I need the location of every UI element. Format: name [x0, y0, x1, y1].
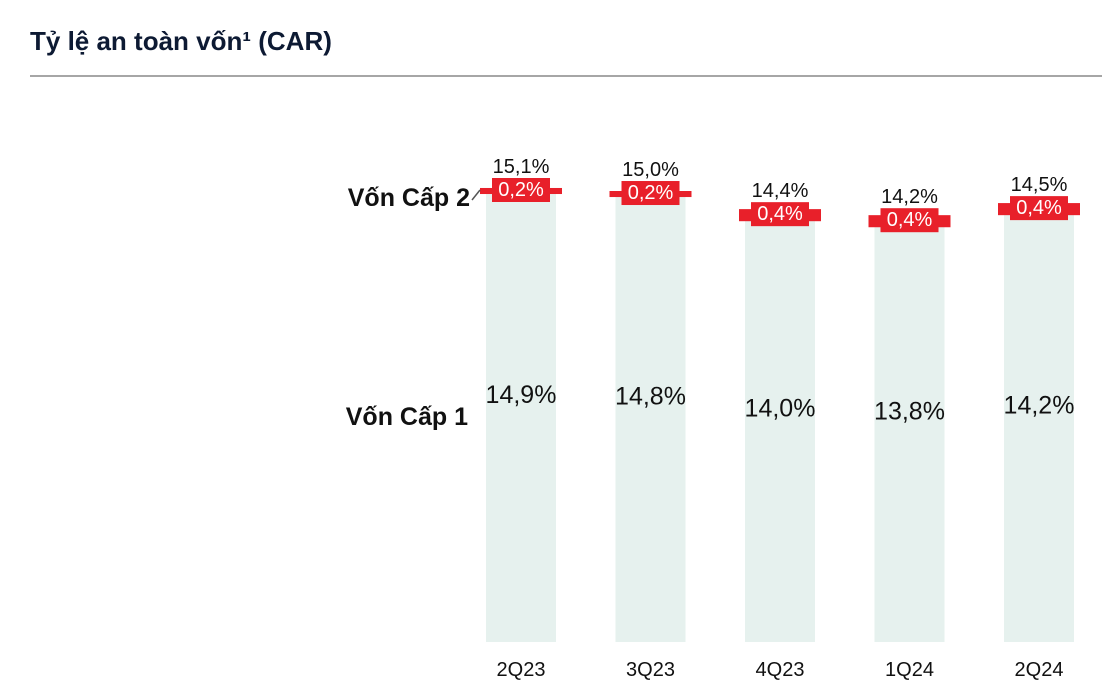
tier2-label-box-1Q24 — [880, 208, 939, 233]
tier2-value-label-4Q23: 0,4% — [757, 203, 803, 225]
tier1-value-label-2Q23: 14,9% — [486, 381, 557, 409]
total-value-label-4Q23: 14,4% — [752, 180, 809, 202]
bar-tier1-3Q23 — [615, 195, 686, 643]
bar-tier1-2Q23 — [486, 192, 556, 642]
tier1-value-label-3Q23: 14,8% — [615, 383, 686, 411]
total-value-label-2Q24: 14,5% — [1011, 174, 1068, 196]
total-value-label-2Q23: 15,1% — [493, 156, 550, 178]
bar-tier1-1Q24 — [874, 225, 945, 643]
tier2-label-box-2Q23 — [492, 178, 550, 202]
category-label-1Q24: 1Q24 — [885, 659, 934, 681]
tier2-label-box-2Q24 — [1010, 196, 1068, 221]
tier1-value-label-4Q23: 14,0% — [745, 395, 816, 423]
tier2-value-label-1Q24: 0,4% — [887, 209, 933, 231]
category-label-4Q23: 4Q23 — [756, 659, 805, 681]
category-label-2Q24: 2Q24 — [1015, 659, 1064, 681]
tier2-value-label-2Q23: 0,2% — [498, 179, 544, 201]
title-divider — [30, 75, 1102, 77]
series-label-tier2-leader — [471, 189, 481, 201]
total-value-label-3Q23: 15,0% — [622, 159, 679, 181]
category-label-2Q23: 2Q23 — [497, 659, 546, 681]
series-label-tier1: Vốn Cấp 1 — [346, 403, 468, 431]
category-label-3Q23: 3Q23 — [626, 659, 675, 681]
tier2-label-box-4Q23 — [751, 202, 809, 227]
tier1-value-label-1Q24: 13,8% — [874, 398, 945, 426]
total-value-label-1Q24: 14,2% — [881, 186, 938, 208]
tier2-value-label-3Q23: 0,2% — [628, 182, 674, 204]
bar-tier1-4Q23 — [745, 219, 815, 642]
tier2-value-label-2Q24: 0,4% — [1016, 197, 1062, 219]
tier2-label-box-3Q23 — [621, 181, 680, 206]
tier1-value-label-2Q24: 14,2% — [1004, 392, 1075, 420]
chart-title: Tỷ lệ an toàn vốn¹ (CAR) — [30, 26, 332, 56]
bar-tier1-2Q24 — [1004, 213, 1074, 642]
series-label-tier2: Vốn Cấp 2 — [348, 184, 470, 212]
